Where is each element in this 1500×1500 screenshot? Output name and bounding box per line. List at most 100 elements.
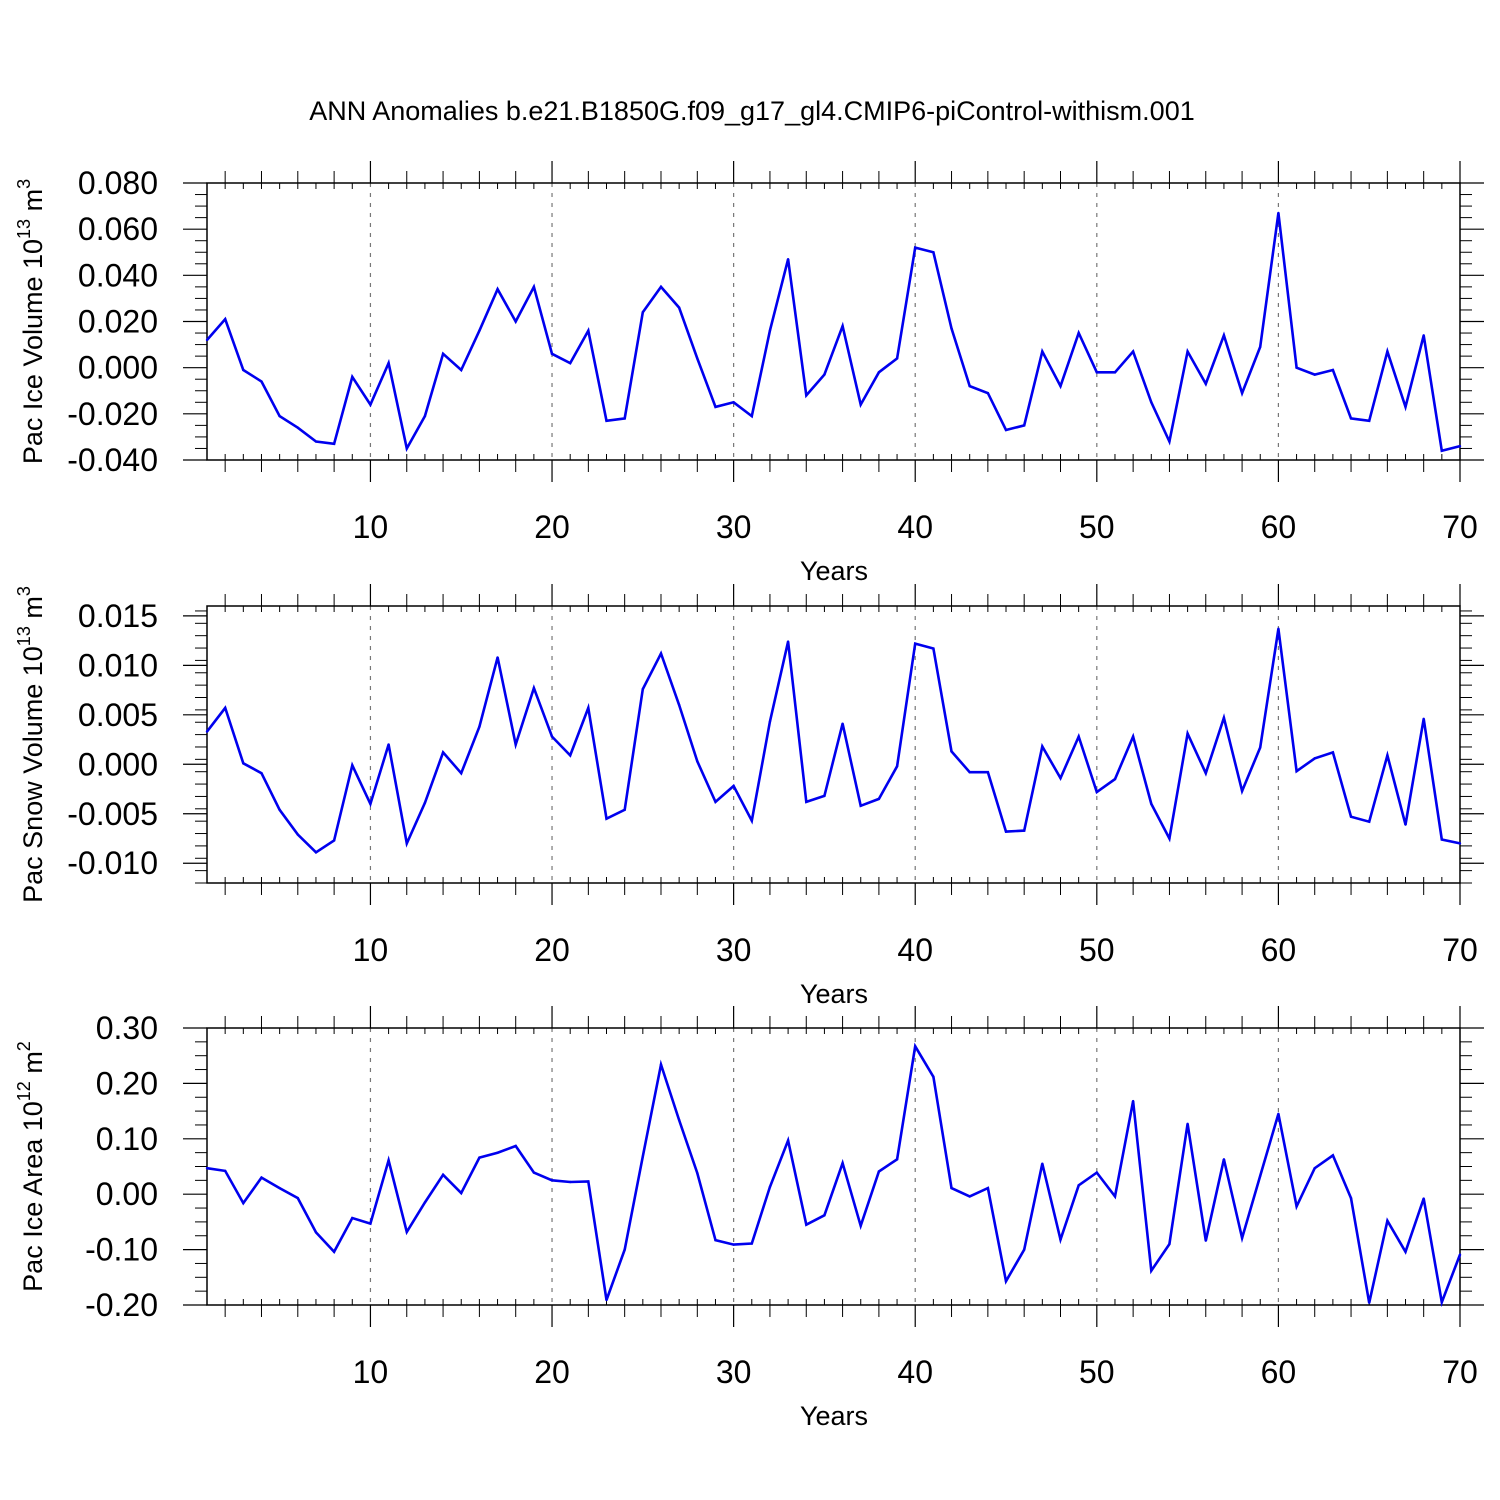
x-tick-label-4: 50 — [1079, 932, 1115, 968]
data-point — [1349, 417, 1353, 420]
data-point — [823, 1214, 826, 1217]
data-point — [1259, 746, 1262, 749]
plot-frame — [206, 182, 1461, 461]
data-point — [605, 419, 608, 422]
y-tick-label-5: 0.015 — [78, 598, 158, 634]
series-line — [206, 1042, 1462, 1308]
series-line — [205, 628, 1461, 854]
data-point — [1422, 717, 1425, 720]
data-point — [696, 1171, 699, 1175]
data-point — [351, 764, 354, 767]
data-point — [1113, 777, 1117, 781]
data-point — [260, 380, 263, 383]
data-point — [1150, 1269, 1153, 1272]
data-point — [568, 1180, 572, 1184]
data-point — [205, 1166, 209, 1170]
data-point — [805, 800, 808, 804]
data-point — [605, 1298, 608, 1302]
data-point — [1041, 1162, 1044, 1165]
data-point — [1440, 449, 1444, 452]
data-point — [441, 751, 445, 754]
data-point — [659, 652, 663, 655]
x-tick-label-6: 70 — [1442, 932, 1478, 968]
data-point — [1059, 776, 1062, 780]
data-point — [1222, 334, 1226, 337]
data-point — [1259, 345, 1262, 349]
data-point — [1313, 757, 1316, 760]
data-point — [714, 405, 717, 409]
data-point — [205, 338, 209, 342]
data-point — [387, 743, 390, 746]
data-point — [1240, 789, 1244, 793]
y-axis-label-unit-exp: 3 — [14, 586, 34, 596]
data-point — [1004, 428, 1008, 432]
y-tick-label-1: -0.020 — [67, 396, 158, 432]
data-point — [532, 1171, 536, 1174]
data-point — [677, 703, 681, 707]
data-point — [968, 771, 971, 774]
data-point — [786, 640, 790, 643]
data-point — [968, 384, 971, 388]
data-point — [1041, 350, 1044, 353]
data-point — [677, 306, 681, 309]
data-point — [405, 447, 408, 450]
data-point — [1059, 384, 1062, 388]
data-point — [1458, 1253, 1462, 1256]
y-tick-label-2: 0.000 — [78, 746, 158, 782]
data-point — [332, 839, 336, 842]
y-tick-label-2: 0.000 — [78, 350, 158, 386]
data-point — [859, 403, 862, 406]
data-point — [260, 1176, 263, 1179]
data-point — [1059, 1238, 1062, 1241]
data-point — [1150, 401, 1153, 404]
data-point — [460, 1191, 463, 1195]
data-point — [1004, 830, 1008, 833]
data-point — [514, 1144, 517, 1148]
x-tick-label-4: 50 — [1079, 1354, 1115, 1390]
x-tick-label-3: 40 — [897, 1354, 933, 1390]
panel-1: 10 20 30 40 50 60 70 -0.040 -0.020 0.000 0.020 0.04… — [14, 161, 1484, 586]
data-point — [677, 1118, 681, 1122]
y-axis-label-main: Pac Ice Area 10 — [18, 1101, 48, 1292]
data-point — [805, 394, 808, 397]
data-point — [568, 361, 572, 365]
data-point — [895, 357, 899, 360]
data-point — [732, 784, 735, 788]
data-point — [1186, 350, 1189, 353]
y-axis-label-exp: 13 — [14, 219, 34, 239]
data-point — [1295, 366, 1298, 369]
data-point — [1422, 1197, 1425, 1200]
y-axis-label-exp: 13 — [14, 626, 34, 646]
y-tick-label-3: 0.005 — [78, 697, 158, 733]
data-point — [296, 426, 299, 429]
data-point — [1222, 716, 1226, 719]
data-point — [351, 375, 354, 379]
data-point — [1131, 1099, 1135, 1103]
data-point — [968, 1195, 971, 1198]
data-point — [568, 754, 572, 757]
plot-frame — [206, 1027, 1461, 1306]
x-tick-label-2: 30 — [716, 932, 752, 968]
data-point — [623, 1248, 626, 1251]
data-point — [986, 1186, 990, 1190]
y-axis-label-unit: m — [18, 189, 48, 219]
data-point — [1331, 368, 1335, 372]
data-point — [950, 1186, 953, 1190]
data-point — [1022, 1248, 1026, 1251]
x-tick-label-0: 10 — [353, 509, 389, 545]
data-point — [514, 743, 517, 746]
data-point — [387, 1159, 390, 1162]
data-point — [895, 1158, 899, 1161]
data-point — [932, 647, 935, 650]
data-point — [550, 735, 554, 738]
data-point — [1077, 1184, 1080, 1187]
data-point — [1022, 829, 1026, 832]
data-point — [496, 287, 499, 291]
data-point — [1150, 802, 1153, 806]
data-point — [877, 1170, 881, 1173]
data-point — [1095, 1171, 1099, 1174]
data-point — [1168, 837, 1171, 840]
data-point — [786, 257, 790, 261]
x-tick-label-2: 30 — [716, 509, 752, 545]
